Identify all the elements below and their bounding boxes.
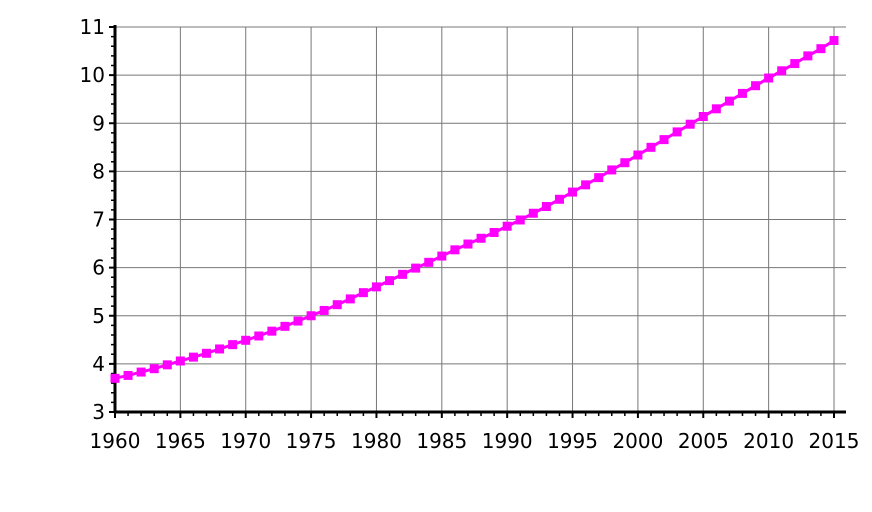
data-point (293, 316, 303, 326)
data-point (568, 187, 578, 197)
x-tick-label: 1995 (547, 429, 598, 453)
data-point (306, 311, 316, 321)
data-point (228, 340, 238, 350)
data-point (280, 321, 290, 331)
data-point (215, 344, 225, 354)
data-point (450, 245, 460, 255)
x-tick-label: 2010 (743, 429, 794, 453)
data-point (633, 150, 643, 160)
y-tick-label: 11 (80, 15, 105, 39)
x-tick-label: 2005 (678, 429, 729, 453)
data-point (698, 112, 708, 122)
data-point (345, 294, 355, 304)
data-point (777, 66, 787, 76)
grid (114, 26, 846, 413)
data-point (737, 88, 747, 98)
data-point (489, 227, 499, 237)
data-point (620, 158, 630, 168)
data-point (541, 202, 551, 212)
data-point (175, 356, 185, 366)
data-point (411, 263, 421, 273)
y-tick-label: 4 (92, 352, 105, 376)
data-point (188, 352, 198, 362)
x-tick-label: 1980 (351, 429, 402, 453)
series-group (110, 35, 839, 383)
data-point (319, 305, 329, 315)
y-tick-label: 6 (92, 256, 105, 280)
data-point (711, 104, 721, 114)
data-point (424, 257, 434, 267)
data-point (790, 59, 800, 69)
data-point (502, 221, 512, 231)
data-point (385, 276, 395, 286)
data-point (764, 73, 774, 83)
data-point (463, 239, 473, 249)
data-point (829, 35, 839, 45)
y-tick-label: 3 (92, 400, 105, 424)
data-point (594, 173, 604, 183)
y-tick-label: 5 (92, 304, 105, 328)
data-point (254, 331, 264, 341)
data-point (371, 282, 381, 292)
x-tick-label: 1975 (286, 429, 337, 453)
data-point (267, 326, 277, 336)
data-point (581, 180, 591, 190)
data-point (751, 81, 761, 91)
data-point (528, 208, 538, 218)
x-tick-label: 1965 (155, 429, 206, 453)
x-tick-label: 2015 (809, 429, 860, 453)
data-point (672, 127, 682, 137)
data-point (149, 364, 159, 374)
data-point (724, 96, 734, 106)
data-point (816, 44, 826, 54)
y-tick-label: 7 (92, 208, 105, 232)
data-point (476, 233, 486, 243)
data-point (332, 300, 342, 310)
data-point (398, 269, 408, 279)
data-point (136, 367, 146, 377)
series-line (114, 39, 835, 380)
x-tick-label: 2000 (612, 429, 663, 453)
x-tick-label: 1960 (90, 429, 141, 453)
data-point (110, 373, 120, 383)
x-tick-label: 1985 (416, 429, 467, 453)
y-tick-label: 10 (80, 63, 105, 87)
data-point (358, 288, 368, 298)
data-point (123, 370, 133, 380)
x-tick-label: 1990 (482, 429, 533, 453)
data-point (607, 165, 617, 175)
y-tick-label: 8 (92, 159, 105, 183)
data-point (437, 251, 447, 261)
ticks: 3 4 5 6 7 8 9 10 11 1960 1965 1970 1975 1980 1985 1990 1… (80, 15, 860, 453)
data-point (685, 119, 695, 129)
x-tick-label: 1970 (220, 429, 271, 453)
data-point (659, 135, 669, 145)
data-point (803, 51, 813, 61)
data-point (202, 348, 212, 358)
data-point (162, 360, 172, 370)
data-point (515, 215, 525, 225)
y-tick-label: 9 (92, 111, 105, 135)
data-point (646, 142, 656, 152)
data-point (554, 194, 564, 204)
data-point (241, 335, 251, 345)
